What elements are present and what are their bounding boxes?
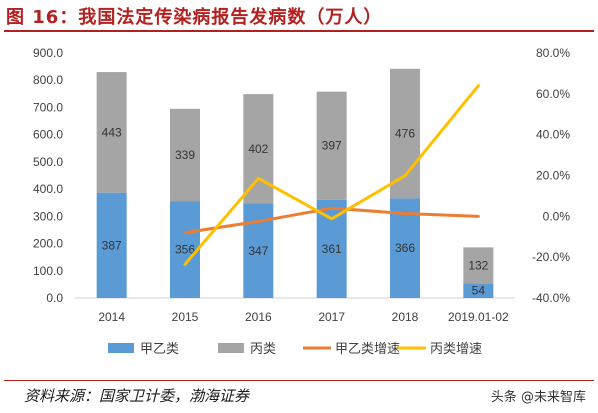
bar-data-label: 361 (322, 242, 342, 256)
left-tick-label: 900.0 (33, 46, 63, 60)
bar-data-label: 356 (175, 243, 195, 257)
x-tick-label: 2016 (245, 310, 272, 324)
left-tick-label: 0.0 (46, 291, 63, 305)
left-axis: 0.0 100.0 200.0 300.0 400.0 500.0 600.0 700.0 80… (33, 46, 63, 305)
right-tick-label: 60.0% (536, 87, 570, 101)
bar-segment-jiayi (463, 283, 494, 298)
x-tick-label: 2019.01-02 (448, 310, 509, 324)
right-tick-label: 40.0% (536, 128, 570, 142)
left-tick-label: 300.0 (33, 209, 63, 223)
bar-data-label: 443 (102, 125, 122, 139)
legend-label: 丙类 (250, 341, 276, 356)
bar-data-label: 339 (175, 148, 195, 162)
legend-label: 丙类增速 (430, 341, 482, 356)
x-axis: 2014 2015 2016 2017 2018 2019.01-02 (98, 310, 509, 324)
legend-swatch (218, 343, 244, 353)
bar-data-label: 366 (395, 241, 415, 255)
stacked-bar-line-chart: 0.0 100.0 200.0 300.0 400.0 500.0 600.0 700.0 80… (33, 46, 570, 356)
right-tick-label: -40.0% (532, 291, 570, 305)
bars-group: 387 443 356 339 347 402 361 397 366 476 54 132 (96, 68, 494, 298)
bar-segment-bing (170, 108, 200, 202)
bar-segment-bing (316, 91, 347, 200)
left-tick-label: 600.0 (33, 128, 63, 142)
x-tick-label: 2015 (172, 310, 199, 324)
left-tick-label: 700.0 (33, 100, 63, 114)
x-tick-label: 2014 (98, 310, 125, 324)
watermark: 头条 @未来智库 (490, 390, 586, 405)
source-note: 资料来源：国家卫计委，渤海证券 (24, 387, 250, 405)
x-tick-label: 2017 (318, 310, 345, 324)
lines-group (183, 84, 480, 266)
right-tick-label: 0.0% (543, 209, 571, 223)
bar-segment-jiayi (316, 199, 347, 298)
bar-segment-jiayi (96, 192, 127, 298)
line-jiayi-growth (183, 206, 480, 235)
bar-data-label: 54 (472, 284, 486, 298)
page-title: 图 16：我国法定传染病报告发病数（万人） (6, 7, 383, 28)
legend-label: 甲乙类 (140, 341, 179, 356)
left-tick-label: 400.0 (33, 182, 63, 196)
right-axis: -40.0% -20.0% 0.0% 20.0% 40.0% 60.0% 80.0% (532, 46, 570, 305)
left-tick-label: 200.0 (33, 237, 63, 251)
legend: 甲乙类 丙类 甲乙类增速 丙类增速 (108, 341, 482, 356)
right-tick-label: 20.0% (536, 169, 570, 183)
x-tick-label: 2018 (392, 310, 419, 324)
bar-data-label: 402 (248, 142, 268, 156)
line-bing-growth (183, 84, 480, 266)
bar-data-label: 397 (322, 139, 342, 153)
bar-segment-bing (463, 247, 494, 284)
bar-data-label: 132 (468, 258, 488, 272)
bar-data-label: 347 (248, 244, 268, 258)
left-tick-label: 100.0 (33, 264, 63, 278)
right-tick-label: 80.0% (536, 46, 570, 60)
legend-label: 甲乙类增速 (335, 341, 400, 356)
title-bar: 图 16：我国法定传染病报告发病数（万人） (4, 2, 594, 32)
bar-segment-bing (96, 72, 127, 193)
right-tick-label: -20.0% (532, 250, 570, 264)
bar-segment-jiayi (170, 201, 200, 298)
legend-swatch (108, 343, 134, 353)
left-tick-label: 800.0 (33, 73, 63, 87)
bar-data-label: 387 (102, 238, 122, 252)
left-tick-label: 500.0 (33, 155, 63, 169)
bar-data-label: 476 (395, 127, 415, 141)
source-bar: 资料来源：国家卫计委，渤海证券 头条 @未来智库 (4, 380, 594, 410)
